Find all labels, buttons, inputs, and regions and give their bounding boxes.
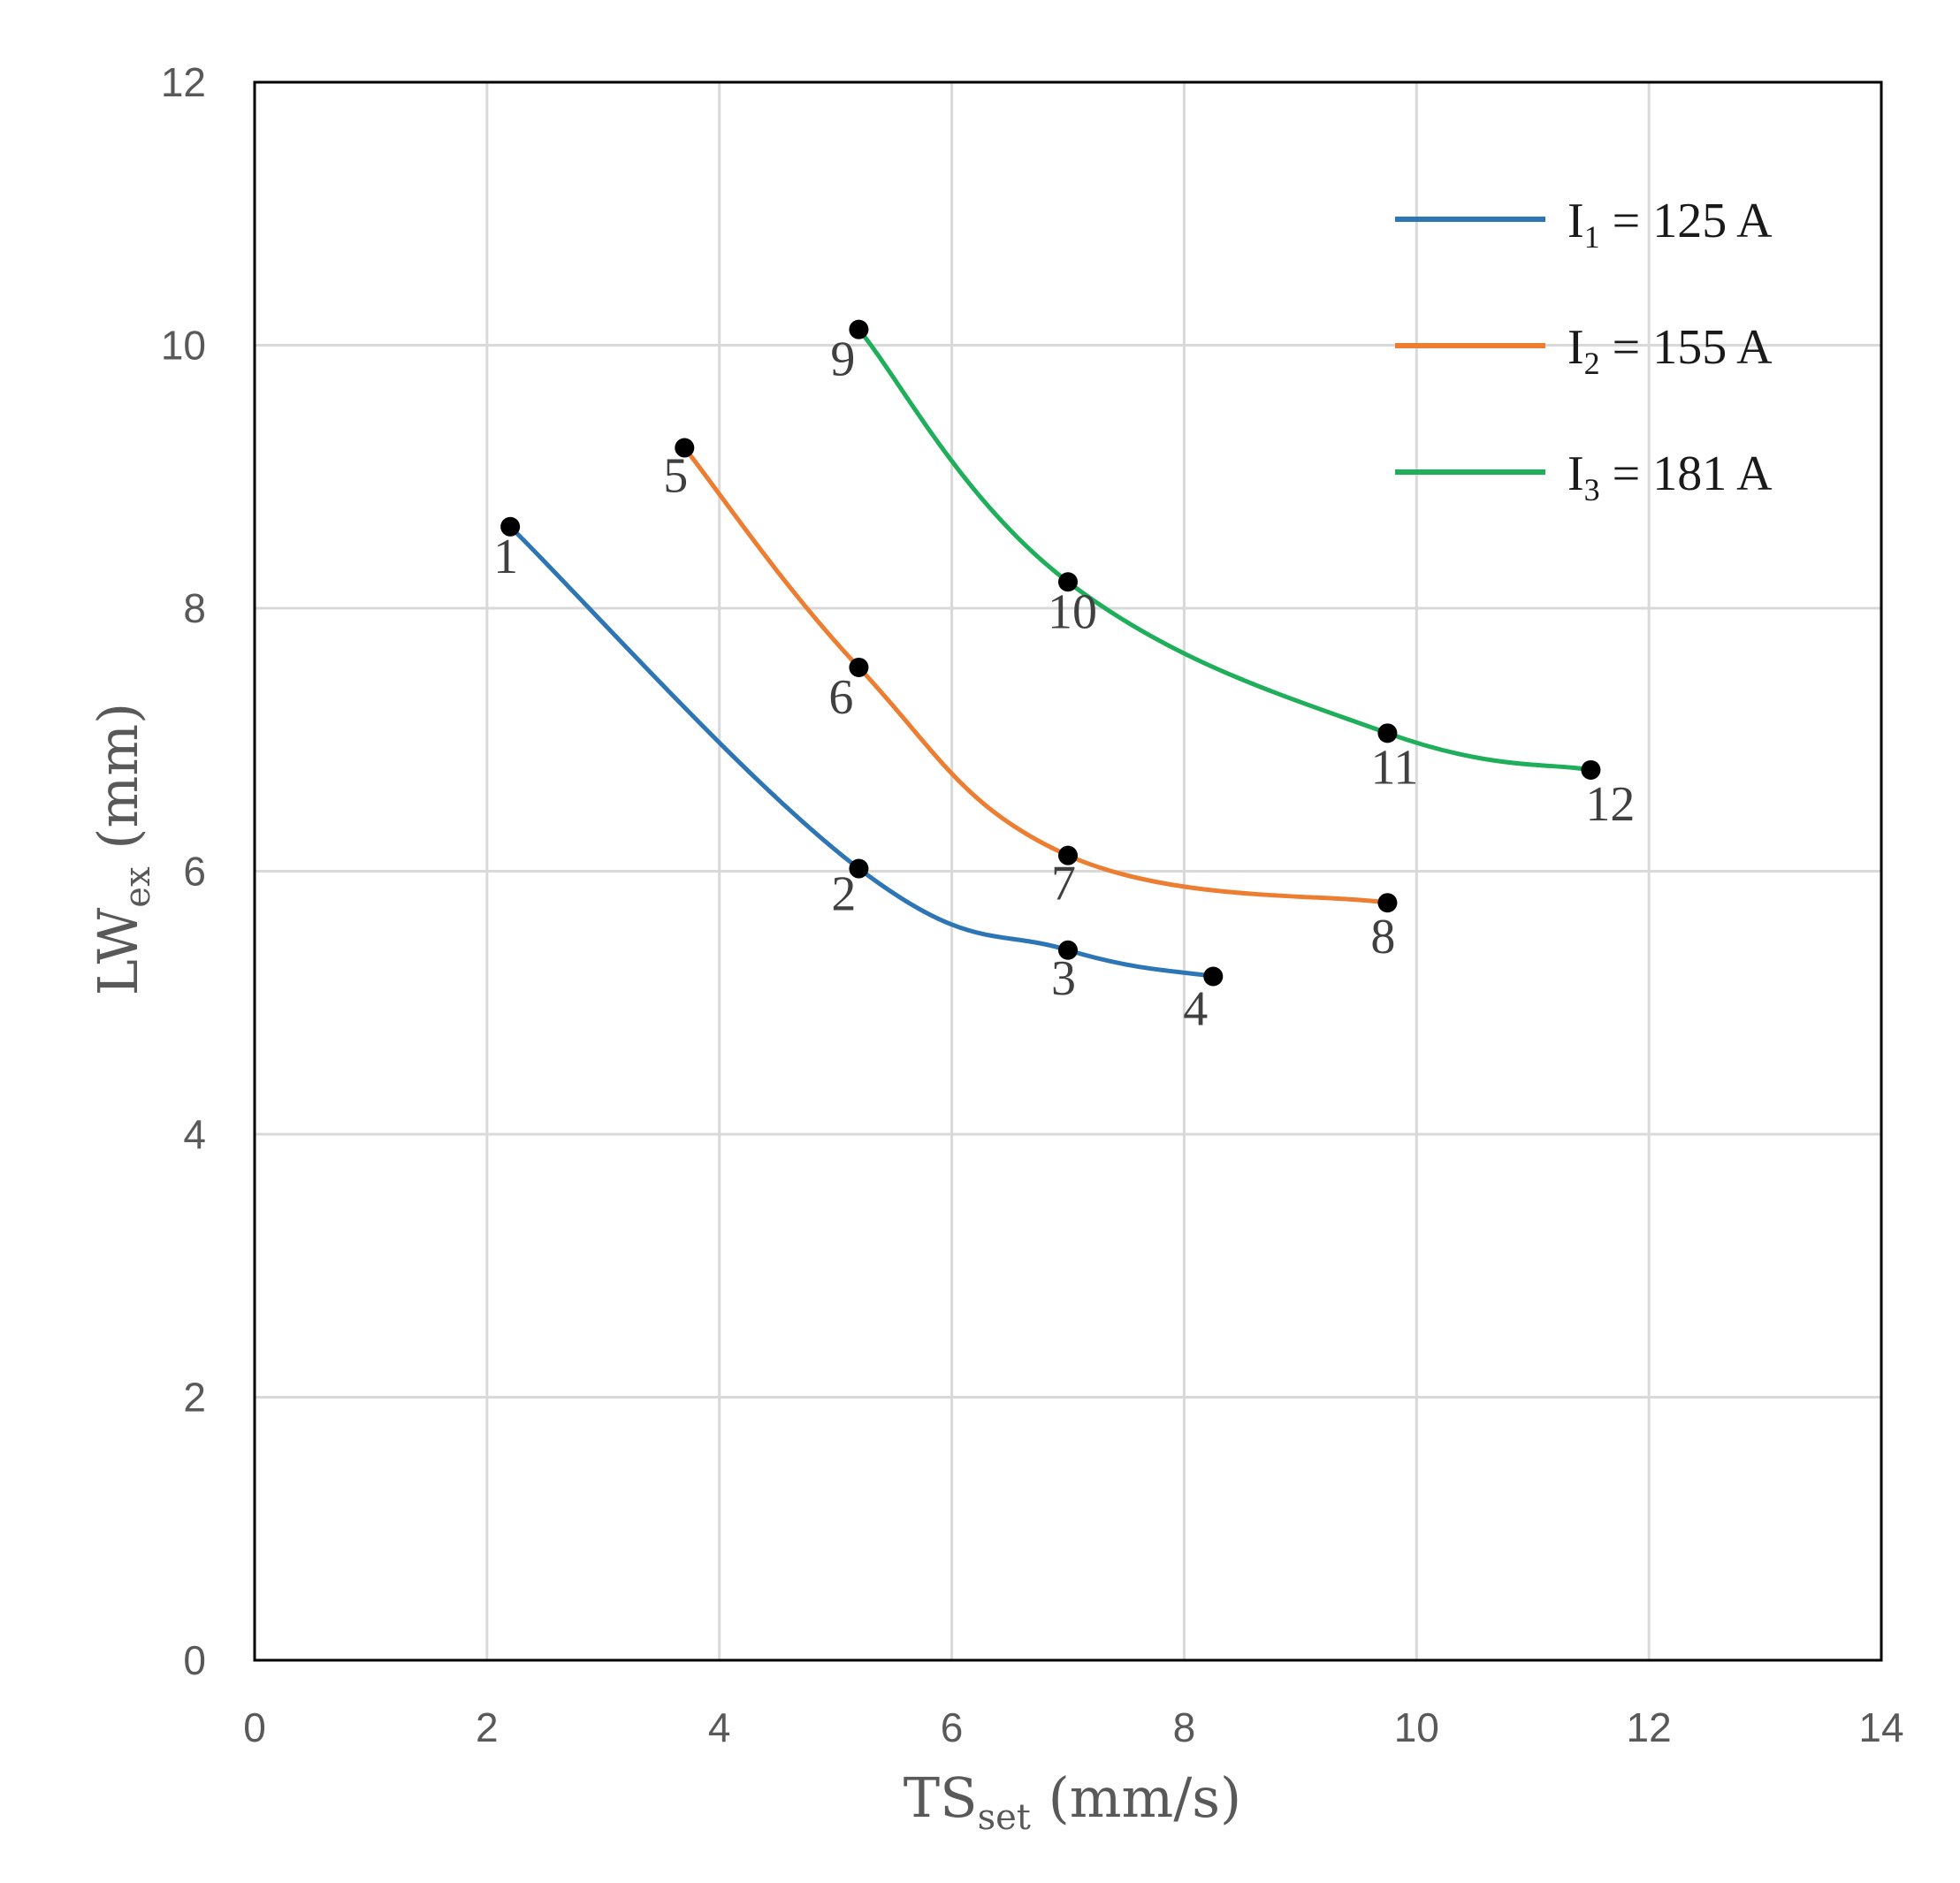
- x-tick-label: 10: [1394, 1704, 1439, 1750]
- point-label-6: 6: [828, 670, 853, 725]
- x-tick-label: 0: [243, 1704, 266, 1750]
- legend-item-3: I3 = 181 A: [1395, 446, 1773, 507]
- point-label-11: 11: [1370, 740, 1418, 795]
- point-label-1: 1: [493, 530, 518, 584]
- gridlines: [255, 82, 1881, 1660]
- x-axis-title-sub: set: [978, 1797, 1031, 1838]
- point-label-12: 12: [1585, 777, 1635, 832]
- point-label-2: 2: [831, 867, 856, 922]
- x-tick-label: 4: [708, 1704, 731, 1750]
- y-axis-title-main: LW: [86, 907, 150, 995]
- point-label-8: 8: [1370, 910, 1395, 964]
- y-tick-label: 0: [183, 1637, 206, 1683]
- series-1: [500, 516, 1224, 987]
- legend-label: I2 = 155 A: [1567, 320, 1773, 381]
- x-tick-label: 14: [1858, 1704, 1903, 1750]
- y-axis-title: LWex (mm): [86, 703, 158, 995]
- point-label-3: 3: [1051, 951, 1076, 1006]
- data-point-3: [1058, 940, 1078, 960]
- point-label-9: 9: [830, 332, 855, 387]
- x-tick-label: 12: [1627, 1704, 1672, 1750]
- y-axis-title-sub: ex: [118, 866, 158, 908]
- x-axis-title-main: TS: [904, 1765, 978, 1830]
- data-point-11: [1377, 723, 1398, 743]
- point-label-4: 4: [1183, 982, 1208, 1037]
- point-label-10: 10: [1048, 584, 1097, 639]
- plot-area-border: [253, 80, 1883, 1662]
- data-point-7: [1058, 845, 1078, 865]
- legend-item-1: I1 = 125 A: [1395, 194, 1773, 255]
- point-label-5: 5: [663, 449, 688, 504]
- y-tick-label: 4: [183, 1111, 206, 1157]
- series-3: [849, 319, 1601, 780]
- x-axis-title: TSset (mm/s): [904, 1765, 1241, 1838]
- data-point-10: [1058, 572, 1078, 592]
- y-tick-label: 10: [161, 323, 206, 369]
- y-tick-label: 2: [183, 1375, 206, 1421]
- legend-item-2: I2 = 155 A: [1395, 320, 1773, 381]
- legend: I1 = 125 A I2 = 155 A I3 = 181 A: [1395, 194, 1773, 507]
- data-point-6: [849, 657, 869, 677]
- legend-label: I1 = 125 A: [1567, 194, 1773, 255]
- series-line: [507, 524, 1216, 979]
- data-point-2: [849, 858, 869, 879]
- y-tick-label: 12: [161, 59, 206, 105]
- x-tick-label: 8: [1173, 1704, 1196, 1750]
- x-tick-label: 6: [941, 1704, 964, 1750]
- data-point-8: [1377, 893, 1398, 913]
- x-axis-title-unit: (mm/s): [1031, 1765, 1241, 1830]
- y-axis-title-unit: (mm): [86, 703, 150, 867]
- x-tick-label: 2: [476, 1704, 499, 1750]
- series-line: [682, 446, 1390, 905]
- series-layer: [500, 319, 1601, 987]
- y-tick-label: 6: [183, 849, 206, 895]
- y-tick-label: 8: [183, 585, 206, 631]
- data-point-5: [675, 438, 695, 458]
- data-point-4: [1203, 966, 1224, 987]
- series-line: [856, 327, 1593, 773]
- series-2: [675, 438, 1398, 913]
- data-point-1: [500, 516, 521, 537]
- data-point-9: [849, 319, 869, 339]
- legend-label: I3 = 181 A: [1567, 446, 1773, 507]
- point-label-7: 7: [1051, 857, 1076, 911]
- data-point-12: [1581, 759, 1601, 780]
